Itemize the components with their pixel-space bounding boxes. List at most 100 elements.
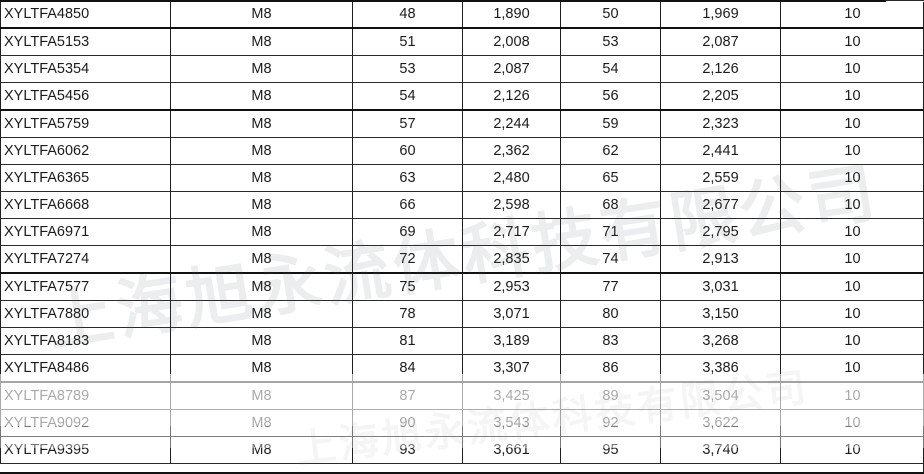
cell-value_b[interactable]: 3,740 (660, 436, 781, 464)
cell-value_a[interactable]: 3,661 (462, 436, 561, 464)
table-row[interactable]: XYLTFA5354 M8 53 2,087 54 2,126 10 (0, 55, 924, 83)
cell-qty[interactable]: 10 (780, 300, 924, 328)
cell-stroke_b[interactable]: 74 (560, 245, 661, 274)
cell-thread[interactable]: M8 (170, 245, 353, 274)
cell-stroke[interactable]: 60 (352, 137, 463, 165)
cell-qty[interactable]: 10 (780, 82, 924, 111)
cell-stroke_b[interactable]: 92 (560, 409, 661, 437)
cell-thread[interactable]: M8 (170, 164, 353, 192)
cell-model[interactable]: XYLTFA4850 (0, 0, 171, 29)
cell-thread[interactable]: M8 (170, 300, 353, 328)
cell-thread[interactable]: M8 (170, 137, 353, 165)
cell-qty[interactable]: 10 (780, 27, 924, 56)
cell-value_b[interactable]: 2,677 (660, 191, 781, 219)
cell-thread[interactable]: M8 (170, 55, 353, 83)
table-row[interactable]: XYLTFA6971 M8 69 2,717 71 2,795 10 (0, 218, 924, 246)
cell-stroke_b[interactable]: 54 (560, 55, 661, 83)
table-row[interactable]: XYLTFA9092 M8 90 3,543 92 3,622 10 (0, 409, 924, 437)
cell-stroke[interactable]: 84 (352, 354, 463, 383)
cell-model[interactable]: XYLTFA8486 (0, 354, 171, 383)
cell-stroke[interactable]: 75 (352, 272, 463, 301)
cell-thread[interactable]: M8 (170, 327, 353, 355)
cell-value_b[interactable]: 3,150 (660, 300, 781, 328)
cell-value_b[interactable]: 3,386 (660, 354, 781, 383)
table-row[interactable]: XYLTFA5456 M8 54 2,126 56 2,205 10 (0, 82, 924, 111)
cell-model[interactable]: XYLTFA5153 (0, 27, 171, 56)
cell-stroke[interactable]: 54 (352, 82, 463, 111)
cell-stroke_b[interactable]: 59 (560, 109, 661, 138)
cell-value_a[interactable]: 3,543 (462, 409, 561, 437)
cell-thread[interactable]: M8 (170, 381, 353, 410)
cell-qty[interactable]: 10 (780, 218, 924, 246)
cell-thread[interactable]: M8 (170, 409, 353, 437)
cell-value_b[interactable]: 1,969 (660, 0, 781, 29)
table-row[interactable]: XYLTFA8486 M8 84 3,307 86 3,386 10 (0, 354, 924, 383)
cell-thread[interactable]: M8 (170, 354, 353, 383)
cell-qty[interactable]: 10 (780, 354, 924, 383)
cell-qty[interactable]: 10 (780, 137, 924, 165)
cell-model[interactable]: XYLTFA6365 (0, 164, 171, 192)
cell-stroke_b[interactable]: 89 (560, 381, 661, 410)
cell-value_b[interactable]: 2,795 (660, 218, 781, 246)
cell-stroke[interactable]: 87 (352, 381, 463, 410)
cell-value_a[interactable]: 3,425 (462, 381, 561, 410)
cell-stroke[interactable]: 63 (352, 164, 463, 192)
cell-thread[interactable]: M8 (170, 27, 353, 56)
cell-value_a[interactable]: 2,362 (462, 137, 561, 165)
cell-value_a[interactable]: 2,008 (462, 27, 561, 56)
cell-stroke[interactable]: 90 (352, 409, 463, 437)
cell-stroke_b[interactable]: 86 (560, 354, 661, 383)
cell-thread[interactable]: M8 (170, 436, 353, 464)
cell-value_b[interactable]: 2,205 (660, 82, 781, 111)
cell-model[interactable]: XYLTFA8789 (0, 381, 171, 410)
cell-stroke[interactable]: 66 (352, 191, 463, 219)
cell-value_b[interactable]: 2,441 (660, 137, 781, 165)
cell-stroke[interactable]: 69 (352, 218, 463, 246)
cell-value_a[interactable]: 2,953 (462, 272, 561, 301)
table-row[interactable]: XYLTFA6668 M8 66 2,598 68 2,677 10 (0, 191, 924, 219)
cell-stroke_b[interactable]: 56 (560, 82, 661, 111)
cell-stroke_b[interactable]: 53 (560, 27, 661, 56)
cell-value_a[interactable]: 2,717 (462, 218, 561, 246)
table-row[interactable]: XYLTFA4850 M8 48 1,890 50 1,969 10 (0, 0, 924, 29)
cell-value_b[interactable]: 3,031 (660, 272, 781, 301)
cell-value_b[interactable]: 3,622 (660, 409, 781, 437)
cell-stroke[interactable]: 81 (352, 327, 463, 355)
cell-stroke_b[interactable]: 95 (560, 436, 661, 464)
cell-thread[interactable]: M8 (170, 191, 353, 219)
cell-value_a[interactable]: 2,126 (462, 82, 561, 111)
cell-qty[interactable]: 10 (780, 109, 924, 138)
cell-qty[interactable]: 10 (780, 0, 924, 29)
table-row[interactable]: XYLTFA8183 M8 81 3,189 83 3,268 10 (0, 327, 924, 355)
cell-stroke_b[interactable]: 62 (560, 137, 661, 165)
cell-stroke_b[interactable]: 83 (560, 327, 661, 355)
cell-stroke[interactable]: 72 (352, 245, 463, 274)
cell-model[interactable]: XYLTFA6971 (0, 218, 171, 246)
cell-stroke_b[interactable]: 77 (560, 272, 661, 301)
cell-qty[interactable]: 10 (780, 381, 924, 410)
table-row[interactable]: XYLTFA9395 M8 93 3,661 95 3,740 10 (0, 436, 924, 464)
cell-thread[interactable]: M8 (170, 109, 353, 138)
cell-value_a[interactable]: 2,244 (462, 109, 561, 138)
table-row[interactable]: XYLTFA7274 M8 72 2,835 74 2,913 10 (0, 245, 924, 274)
cell-value_a[interactable]: 2,598 (462, 191, 561, 219)
cell-value_b[interactable]: 3,268 (660, 327, 781, 355)
table-row[interactable]: XYLTFA8789 M8 87 3,425 89 3,504 10 (0, 381, 924, 410)
cell-qty[interactable]: 10 (780, 436, 924, 464)
table-row[interactable]: XYLTFA7577 M8 75 2,953 77 3,031 10 (0, 272, 924, 301)
table-row[interactable]: XYLTFA5153 M8 51 2,008 53 2,087 10 (0, 27, 924, 56)
cell-qty[interactable]: 10 (780, 272, 924, 301)
cell-thread[interactable]: M8 (170, 272, 353, 301)
cell-value_a[interactable]: 3,071 (462, 300, 561, 328)
cell-model[interactable]: XYLTFA6668 (0, 191, 171, 219)
table-row[interactable]: XYLTFA5759 M8 57 2,244 59 2,323 10 (0, 109, 924, 138)
cell-model[interactable]: XYLTFA5759 (0, 109, 171, 138)
cell-model[interactable]: XYLTFA5354 (0, 55, 171, 83)
cell-stroke[interactable]: 53 (352, 55, 463, 83)
cell-value_b[interactable]: 3,504 (660, 381, 781, 410)
cell-stroke_b[interactable]: 50 (560, 0, 661, 29)
cell-stroke[interactable]: 51 (352, 27, 463, 56)
cell-model[interactable]: XYLTFA9092 (0, 409, 171, 437)
cell-qty[interactable]: 10 (780, 164, 924, 192)
cell-model[interactable]: XYLTFA5456 (0, 82, 171, 111)
